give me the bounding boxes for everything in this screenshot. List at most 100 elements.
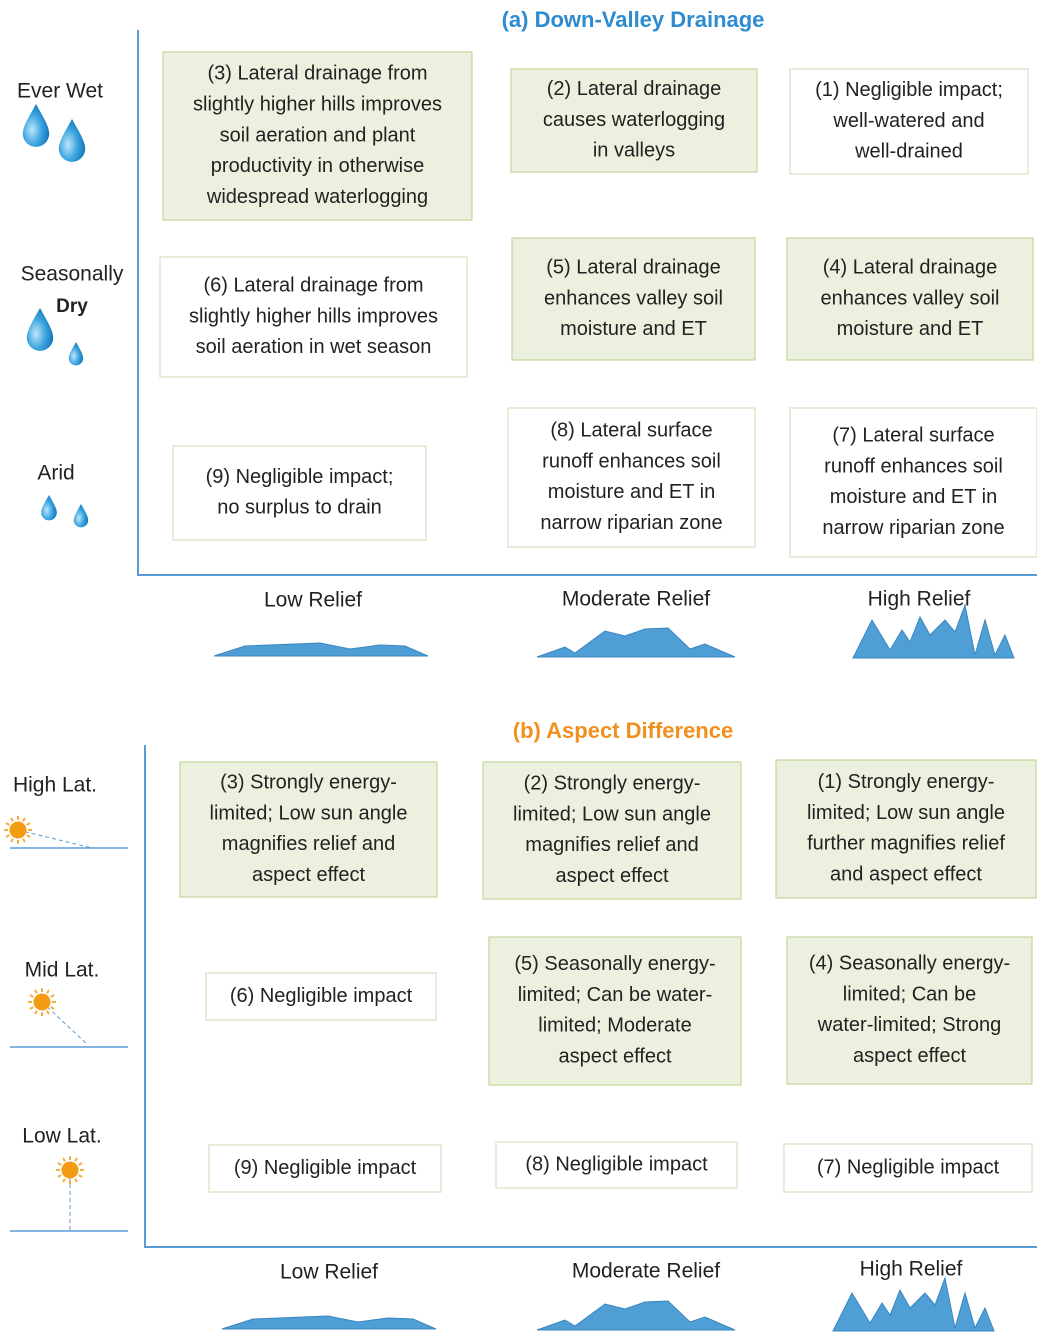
sun-ray (6, 823, 9, 825)
box-text: (7) Lateral surface (832, 425, 994, 447)
box-text: limited; Low sun angle (807, 802, 1005, 824)
box-text: limited; Moderate (538, 1015, 691, 1037)
box-text: moisture and ET (560, 318, 707, 340)
row-label: Ever Wet (17, 80, 103, 103)
text-box (173, 446, 426, 540)
box-text: aspect effect (853, 1045, 966, 1067)
box-text: (3) Lateral drainage from (207, 63, 427, 85)
box-text: (5) Lateral drainage (546, 256, 721, 278)
water-drop-icon (27, 308, 53, 351)
sun-ray (79, 1175, 82, 1177)
sun-ray (27, 823, 30, 825)
sun-ray (23, 839, 25, 842)
panel-title: (b) Aspect Difference (513, 718, 733, 743)
box-text: limited; Low sun angle (210, 802, 408, 824)
box-text: (6) Lateral drainage from (203, 274, 423, 296)
box-text: (1) Strongly energy- (818, 771, 995, 793)
column-label: High Relief (860, 1258, 963, 1281)
box-text: (9) Negligible impact; (206, 466, 394, 488)
box-text: well-watered and (832, 110, 984, 132)
box-text: (4) Lateral drainage (823, 256, 998, 278)
box-text: enhances valley soil (544, 287, 723, 309)
relief-icon (833, 1278, 994, 1331)
box-text: (7) Negligible impact (817, 1156, 1000, 1178)
row-label: High Lat. (13, 774, 97, 797)
box-text: soil aeration and plant (220, 124, 416, 146)
box-text: limited; Can be (843, 983, 976, 1005)
row-label: Seasonally (21, 263, 124, 286)
sun-ray (63, 1158, 65, 1161)
sun-icon (34, 994, 51, 1011)
sun-icon (10, 822, 27, 839)
column-label: Low Relief (264, 589, 362, 612)
sun-ray (51, 1007, 54, 1009)
column-label: Low Relief (280, 1261, 378, 1284)
sun-ray (47, 1011, 49, 1014)
box-text: (3) Strongly energy- (220, 772, 397, 794)
sun-ray (6, 835, 9, 837)
box-text: productivity in otherwise (211, 155, 424, 177)
box-text: (5) Seasonally energy- (514, 953, 715, 975)
relief-icon (537, 1301, 735, 1330)
relief-icon (537, 628, 735, 657)
sun-ray (30, 1007, 33, 1009)
sun-ray (35, 1011, 37, 1014)
box-text: limited; Can be water- (518, 984, 713, 1006)
box-text: further magnifies relief (807, 833, 1005, 855)
box-text: aspect effect (555, 865, 668, 887)
sun-ray (75, 1179, 77, 1182)
column-label: Moderate Relief (562, 588, 710, 611)
box-text: magnifies relief and (222, 833, 395, 855)
sun-ray (58, 1175, 61, 1177)
box-text: (6) Negligible impact (230, 985, 413, 1007)
column-label: High Relief (868, 588, 971, 611)
box-text: (9) Negligible impact (234, 1157, 417, 1179)
relief-icon (222, 1316, 436, 1329)
box-text: well-drained (854, 141, 963, 163)
box-text: (1) Negligible impact; (815, 79, 1003, 101)
box-text: aspect effect (558, 1045, 671, 1067)
box-text: moisture and ET (837, 318, 984, 340)
box-text: slightly higher hills improves (193, 93, 442, 115)
box-text: (2) Strongly energy- (524, 773, 701, 795)
box-text: narrow riparian zone (540, 512, 722, 534)
box-text: (4) Seasonally energy- (809, 953, 1010, 975)
box-text: widespread waterlogging (206, 186, 428, 208)
row-label: Mid Lat. (25, 959, 100, 982)
sun-ray-path (42, 1002, 88, 1045)
sun-ray-path (18, 830, 92, 848)
box-text: causes waterlogging (543, 109, 725, 131)
sun-ray (51, 995, 54, 997)
box-text: aspect effect (252, 864, 365, 886)
sun-ray (11, 818, 13, 821)
column-label: Moderate Relief (572, 1260, 720, 1283)
row-label: Low Lat. (22, 1125, 101, 1148)
relief-icon (214, 643, 428, 656)
box-text: narrow riparian zone (822, 517, 1004, 539)
box-text: (8) Negligible impact (525, 1153, 708, 1175)
sun-ray (11, 839, 13, 842)
box-text: enhances valley soil (821, 287, 1000, 309)
box-text: magnifies relief and (525, 834, 698, 856)
figure: (a) Down-Valley Drainage Ever Wet Seasonal… (0, 0, 1037, 1333)
row-label: Dry (56, 296, 88, 317)
box-text: no surplus to drain (217, 497, 382, 519)
water-drop-icon (74, 504, 88, 527)
box-text: runoff enhances soil (542, 450, 721, 472)
box-text: moisture and ET in (548, 481, 716, 503)
box-text: slightly higher hills improves (189, 305, 438, 327)
sun-ray (30, 995, 33, 997)
box-text: water-limited; Strong (817, 1014, 1001, 1036)
box-text: limited; Low sun angle (513, 803, 711, 825)
sun-icon (62, 1162, 79, 1179)
sun-ray (75, 1158, 77, 1161)
sun-ray (63, 1179, 65, 1182)
box-text: (2) Lateral drainage (547, 78, 722, 100)
sun-ray (79, 1163, 82, 1165)
row-label: Arid (37, 462, 74, 485)
sun-ray (35, 990, 37, 993)
relief-icon (853, 605, 1014, 658)
panel-title: (a) Down-Valley Drainage (502, 7, 765, 32)
box-text: moisture and ET in (830, 486, 998, 508)
water-drop-icon (59, 119, 85, 162)
